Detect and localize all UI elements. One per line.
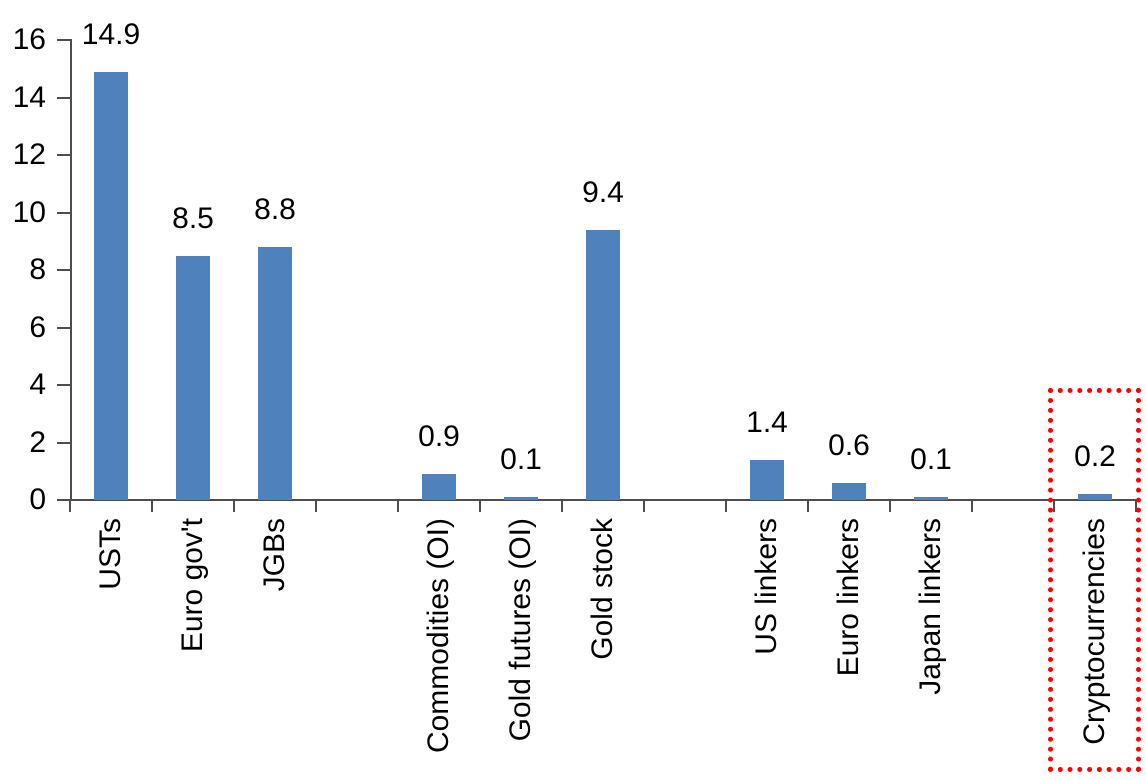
y-tick-label: 0 — [29, 483, 46, 516]
bar-usts — [94, 71, 128, 500]
y-tick-label: 10 — [12, 195, 46, 229]
x-axis-tick — [971, 500, 973, 512]
x-axis-tick — [643, 500, 645, 512]
bar-value-label-cryptocurrencies: 0.2 — [1074, 440, 1116, 474]
bar-value-label-euro-linkers: 0.6 — [828, 428, 870, 462]
y-axis-tick — [57, 39, 72, 41]
x-axis-tick — [233, 500, 235, 512]
bar-cryptocurrencies — [1078, 494, 1112, 500]
x-axis-tick — [1053, 500, 1055, 512]
y-tick-label: 16 — [12, 23, 46, 56]
category-label-gold-futures-oi: Gold futures (OI) — [504, 518, 537, 742]
category-label-euro-linkers: Euro linkers — [832, 518, 865, 677]
bar-value-label-us-linkers: 1.4 — [746, 405, 788, 439]
x-axis-tick — [69, 500, 71, 512]
x-axis-tick — [889, 500, 891, 512]
y-axis-tick — [57, 96, 72, 99]
y-axis-tick — [57, 269, 72, 271]
bar-gold-stock — [586, 229, 620, 500]
bar-japan-linkers — [914, 497, 948, 500]
category-label-jgbs: JGBs — [258, 518, 291, 592]
category-label-commodities-oi: Commodities (OI) — [422, 518, 455, 754]
bar-euro-gov-t — [176, 255, 210, 500]
bar-commodities-oi — [422, 474, 456, 500]
x-axis-line — [57, 499, 1138, 501]
x-axis-tick — [561, 500, 563, 512]
bar-value-label-gold-futures-oi: 0.1 — [500, 443, 542, 477]
y-axis-tick — [57, 154, 72, 156]
y-tick-label: 14 — [12, 80, 46, 114]
x-axis-tick — [397, 500, 399, 512]
y-axis-tick — [57, 211, 72, 214]
bar-value-label-commodities-oi: 0.9 — [418, 420, 460, 454]
category-label-japan-linkers: Japan linkers — [914, 518, 947, 695]
bar-euro-linkers — [832, 482, 866, 500]
bar-value-label-jgbs: 8.8 — [254, 193, 296, 226]
category-label-euro-gov-t: Euro gov't — [176, 518, 209, 653]
category-label-gold-stock: Gold stock — [586, 518, 619, 660]
y-axis-tick — [57, 384, 72, 386]
bar-value-label-gold-stock: 9.4 — [582, 175, 624, 209]
category-label-us-linkers: US linkers — [750, 518, 783, 655]
x-axis-tick — [479, 500, 481, 512]
y-tick-label: 8 — [29, 253, 46, 286]
x-axis-tick — [807, 500, 809, 512]
category-label-usts: USTs — [94, 518, 127, 590]
highlight-box-cryptocurrencies — [1048, 388, 1141, 772]
bar-jgbs — [258, 247, 292, 500]
x-axis-tick — [151, 500, 153, 512]
y-axis-tick — [57, 326, 72, 329]
bar-us-linkers — [750, 459, 784, 500]
x-axis-tick — [725, 500, 727, 512]
bar-value-label-japan-linkers: 0.1 — [910, 443, 952, 477]
y-tick-label: 6 — [29, 310, 46, 344]
y-tick-label: 2 — [29, 425, 46, 459]
bar-value-label-euro-gov-t: 8.5 — [172, 201, 214, 235]
x-axis-tick — [315, 500, 317, 512]
bar-gold-futures-oi — [504, 497, 538, 500]
bar-value-label-usts: 14.9 — [81, 17, 141, 51]
y-tick-label: 12 — [12, 138, 46, 171]
y-axis-tick — [57, 441, 72, 444]
y-tick-label: 4 — [29, 368, 46, 401]
